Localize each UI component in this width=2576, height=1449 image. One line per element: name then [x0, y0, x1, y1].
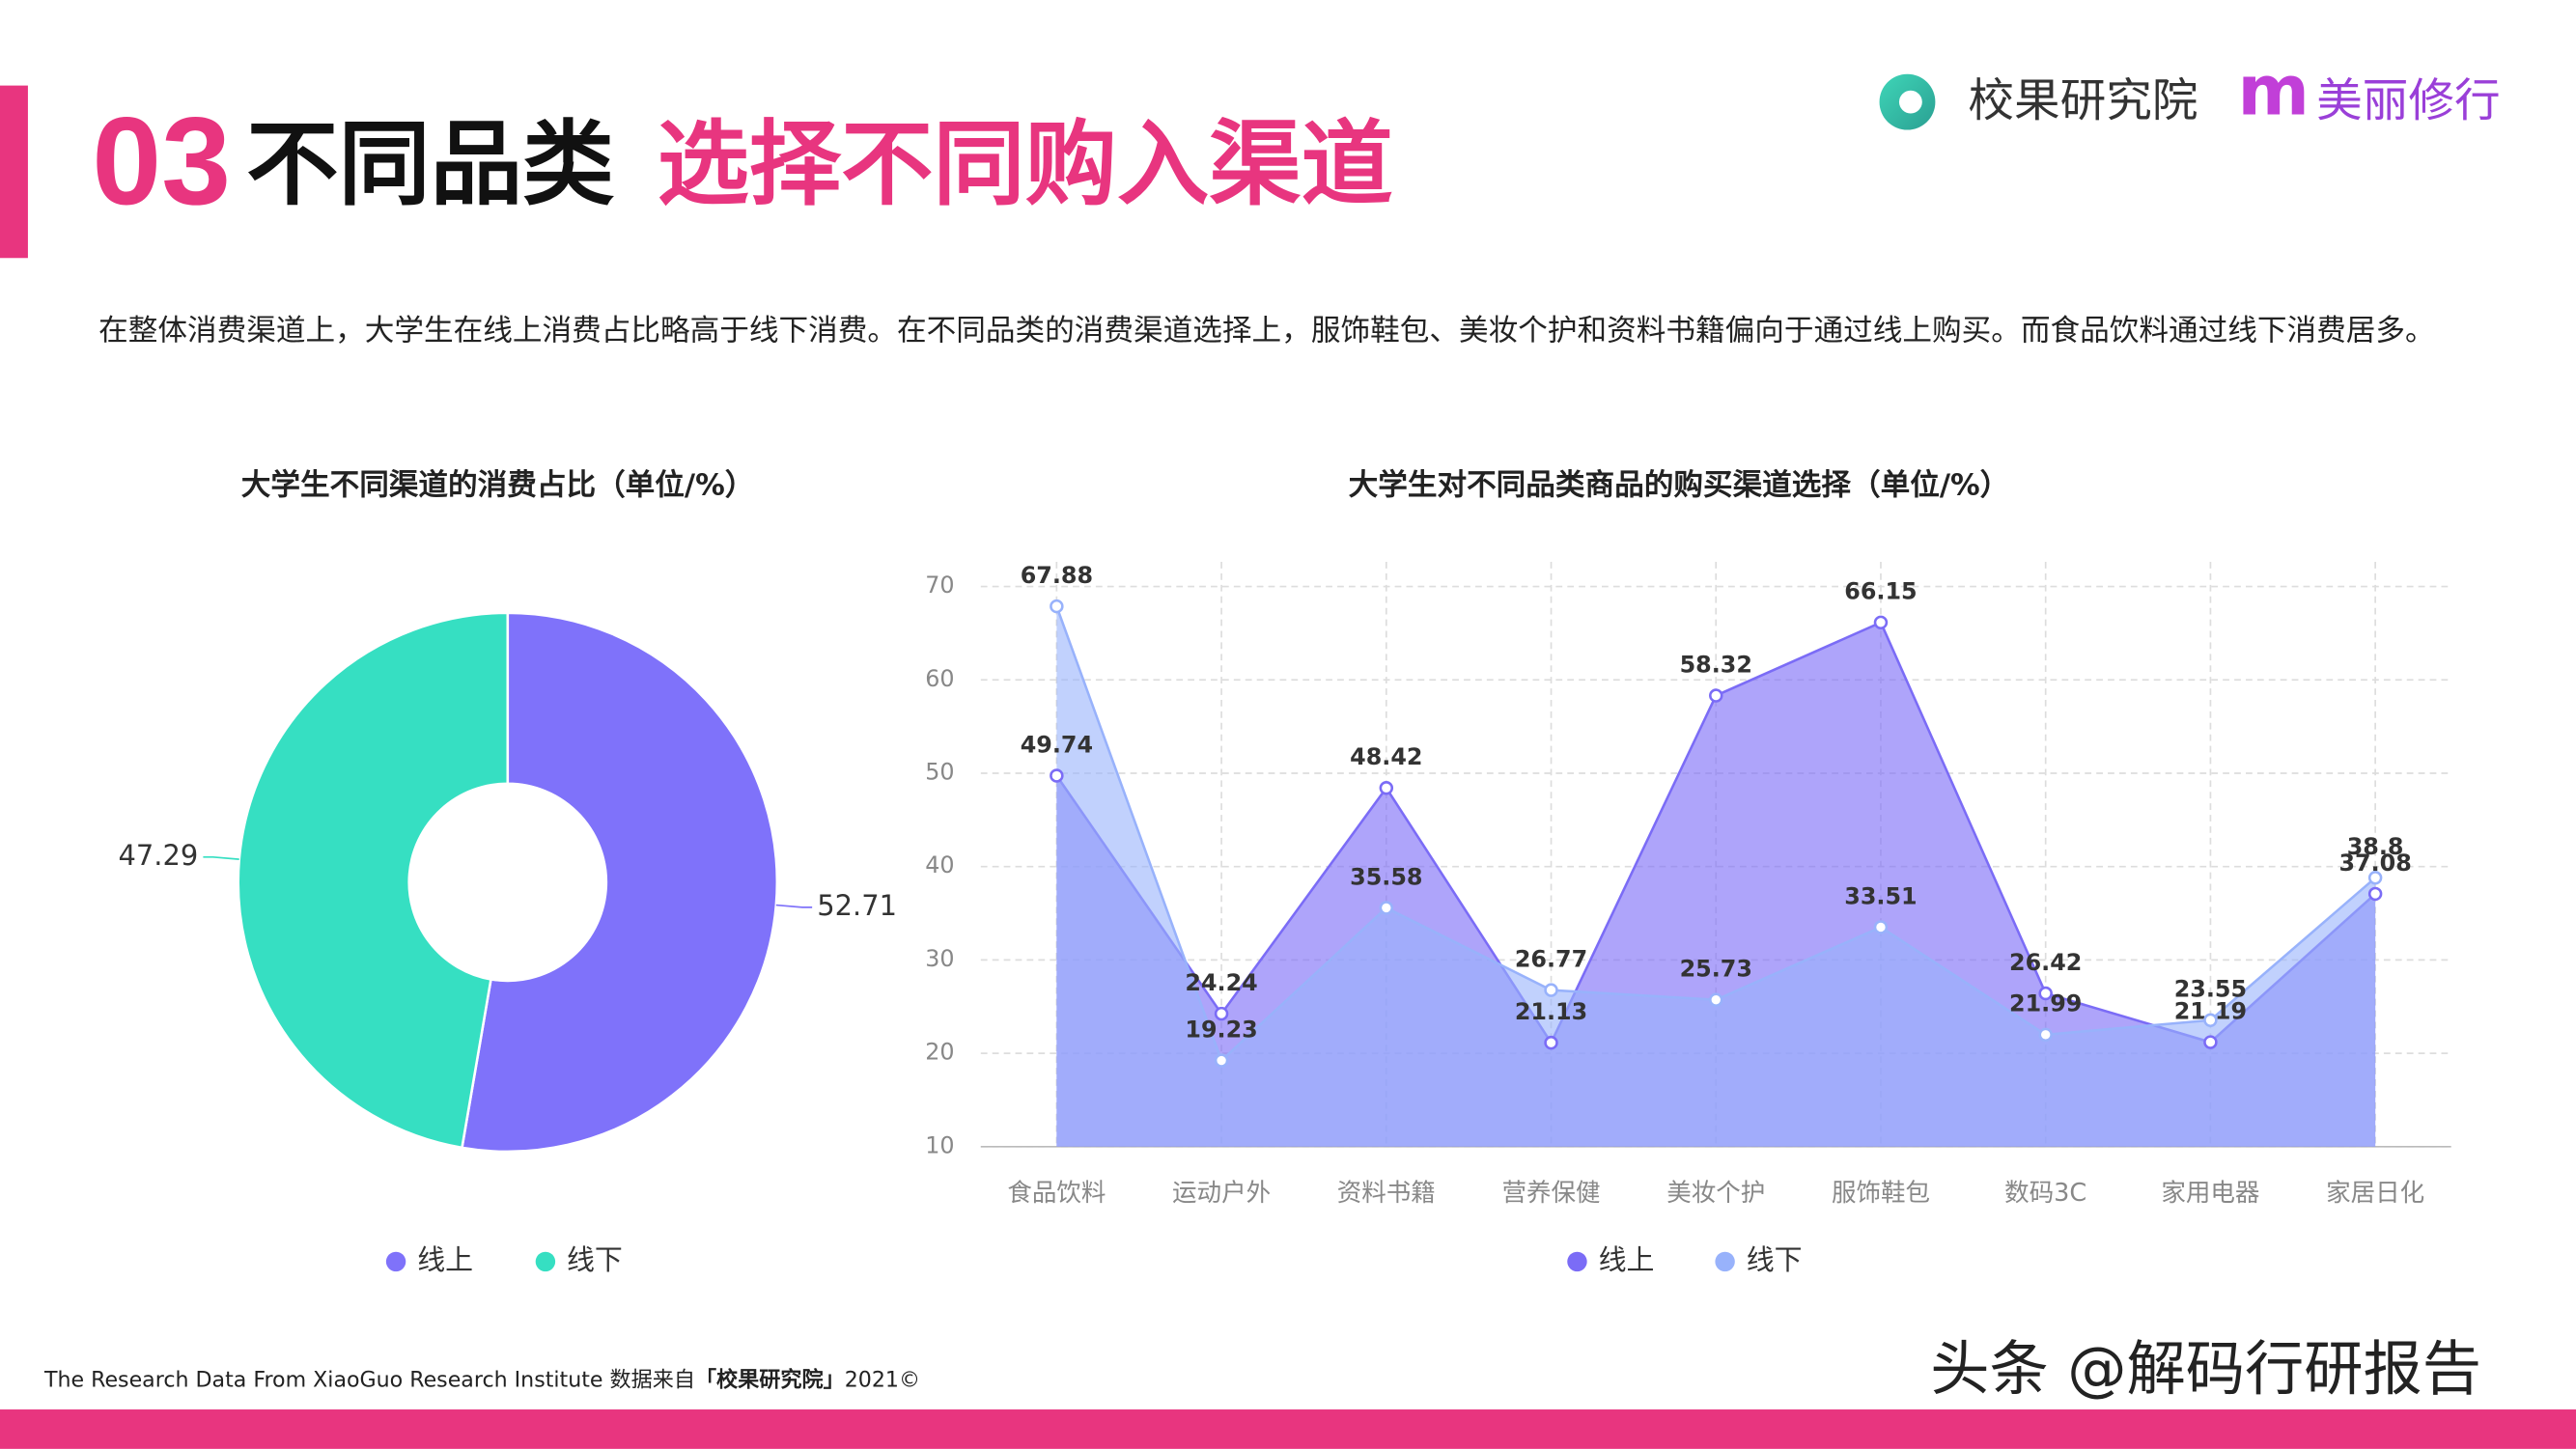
y-tick-label: 60: [925, 665, 954, 692]
y-tick-label: 30: [925, 945, 954, 972]
accent-bar: [0, 85, 28, 259]
logo-m: m: [2237, 50, 2309, 130]
footer-suffix: 2021©: [845, 1367, 920, 1392]
x-tick-label: 资料书籍: [1337, 1179, 1436, 1208]
data-point: [2038, 1027, 2053, 1043]
value-label: 25.73: [1680, 956, 1752, 983]
y-tick-label: 70: [925, 571, 954, 599]
data-point: [1873, 920, 1889, 934]
x-tick-label: 家用电器: [2161, 1179, 2259, 1208]
value-label: 52.71: [817, 889, 897, 922]
footer-source: The Research Data From XiaoGuo Research …: [43, 1367, 920, 1392]
y-tick-label: 40: [925, 851, 954, 878]
donut-slice: [461, 611, 779, 1154]
data-point: [1050, 768, 1064, 783]
legend-label: 线上: [1599, 1243, 1655, 1276]
value-label: 23.55: [2174, 976, 2247, 1003]
data-point: [2203, 1035, 2218, 1049]
x-tick-label: 运动户外: [1172, 1179, 1271, 1208]
logo-partner: 美丽修行: [2316, 74, 2501, 127]
section-number: 03: [92, 92, 231, 231]
data-point: [1379, 781, 1394, 795]
logo-icon-hole: [1898, 90, 1922, 114]
x-tick-label: 家居日化: [2326, 1179, 2424, 1208]
chart-title: 大学生不同渠道的消费占比（单位/%）: [241, 467, 755, 502]
description-box: 在整体消费渠道上，大学生在线上消费占比略高于线下消费。在不同品类的消费渠道选择上…: [98, 314, 2435, 348]
leader-line: [203, 855, 239, 860]
data-point: [1709, 688, 1723, 703]
data-point: [2367, 871, 2383, 885]
value-label: 19.23: [1185, 1016, 1257, 1043]
value-label: 21.99: [2009, 990, 2082, 1017]
area-fill: [1056, 606, 2376, 1147]
value-label: 48.42: [1350, 743, 1422, 770]
value-label: 67.88: [1021, 562, 1093, 589]
legend-label: 线下: [567, 1243, 623, 1276]
data-point: [1709, 992, 1723, 1007]
data-point: [2038, 986, 2053, 1001]
legend-marker: [1567, 1251, 1587, 1272]
value-label: 26.77: [1515, 945, 1587, 972]
x-tick-label: 美妆个护: [1666, 1179, 1765, 1208]
logo-name: 校果研究院: [1968, 74, 2198, 127]
value-label: 33.51: [1844, 882, 1917, 909]
value-label: 26.42: [2009, 949, 2082, 976]
data-point: [1544, 983, 1558, 997]
chart-title: 大学生对不同品类商品的购买渠道选择（单位/%）: [1349, 467, 2010, 502]
legend-label: 线上: [417, 1243, 473, 1276]
x-tick-label: 数码3C: [2004, 1179, 2086, 1208]
value-label: 21.13: [1515, 998, 1587, 1025]
legend-marker: [1715, 1251, 1735, 1272]
x-tick-label: 服饰鞋包: [1832, 1179, 1930, 1208]
value-label: 47.29: [119, 839, 199, 872]
x-tick-label: 营养保健: [1501, 1179, 1600, 1208]
title-black: 不同品类: [246, 112, 614, 218]
legend-marker: [385, 1251, 406, 1272]
legend-marker: [535, 1251, 556, 1272]
y-tick-label: 50: [925, 758, 954, 785]
leader-line: [775, 904, 813, 908]
value-label: 49.74: [1021, 731, 1093, 758]
data-point: [1214, 1006, 1229, 1021]
x-tick-label: 食品饮料: [1007, 1179, 1106, 1208]
value-label: 24.24: [1185, 969, 1257, 996]
donut-slice: [237, 611, 510, 1150]
legend-label: 线下: [1747, 1243, 1803, 1276]
data-point: [1544, 1035, 1558, 1050]
footer-bold: 「校果研究院」: [695, 1367, 845, 1392]
value-label: 58.32: [1680, 651, 1752, 678]
value-label: 66.15: [1844, 578, 1917, 605]
title-pink: 选择不同购入渠道: [658, 112, 1393, 218]
y-tick-label: 20: [925, 1039, 954, 1066]
data-point: [2203, 1013, 2218, 1027]
value-label: 35.58: [1350, 863, 1422, 890]
watermark: 头条 @解码行研报告: [1930, 1335, 2481, 1404]
description: 在整体消费渠道上，大学生在线上消费占比略高于线下消费。在不同品类的消费渠道选择上…: [98, 314, 2435, 348]
data-point: [1050, 599, 1064, 614]
data-point: [2367, 886, 2383, 902]
data-point: [1379, 901, 1394, 915]
footer-bar: [0, 1409, 2576, 1449]
data-point: [1873, 615, 1889, 630]
data-point: [1214, 1053, 1229, 1068]
footer-prefix: The Research Data From XiaoGuo Research …: [43, 1367, 695, 1392]
value-label: 38.8: [2347, 833, 2404, 860]
y-tick-label: 10: [925, 1131, 954, 1158]
